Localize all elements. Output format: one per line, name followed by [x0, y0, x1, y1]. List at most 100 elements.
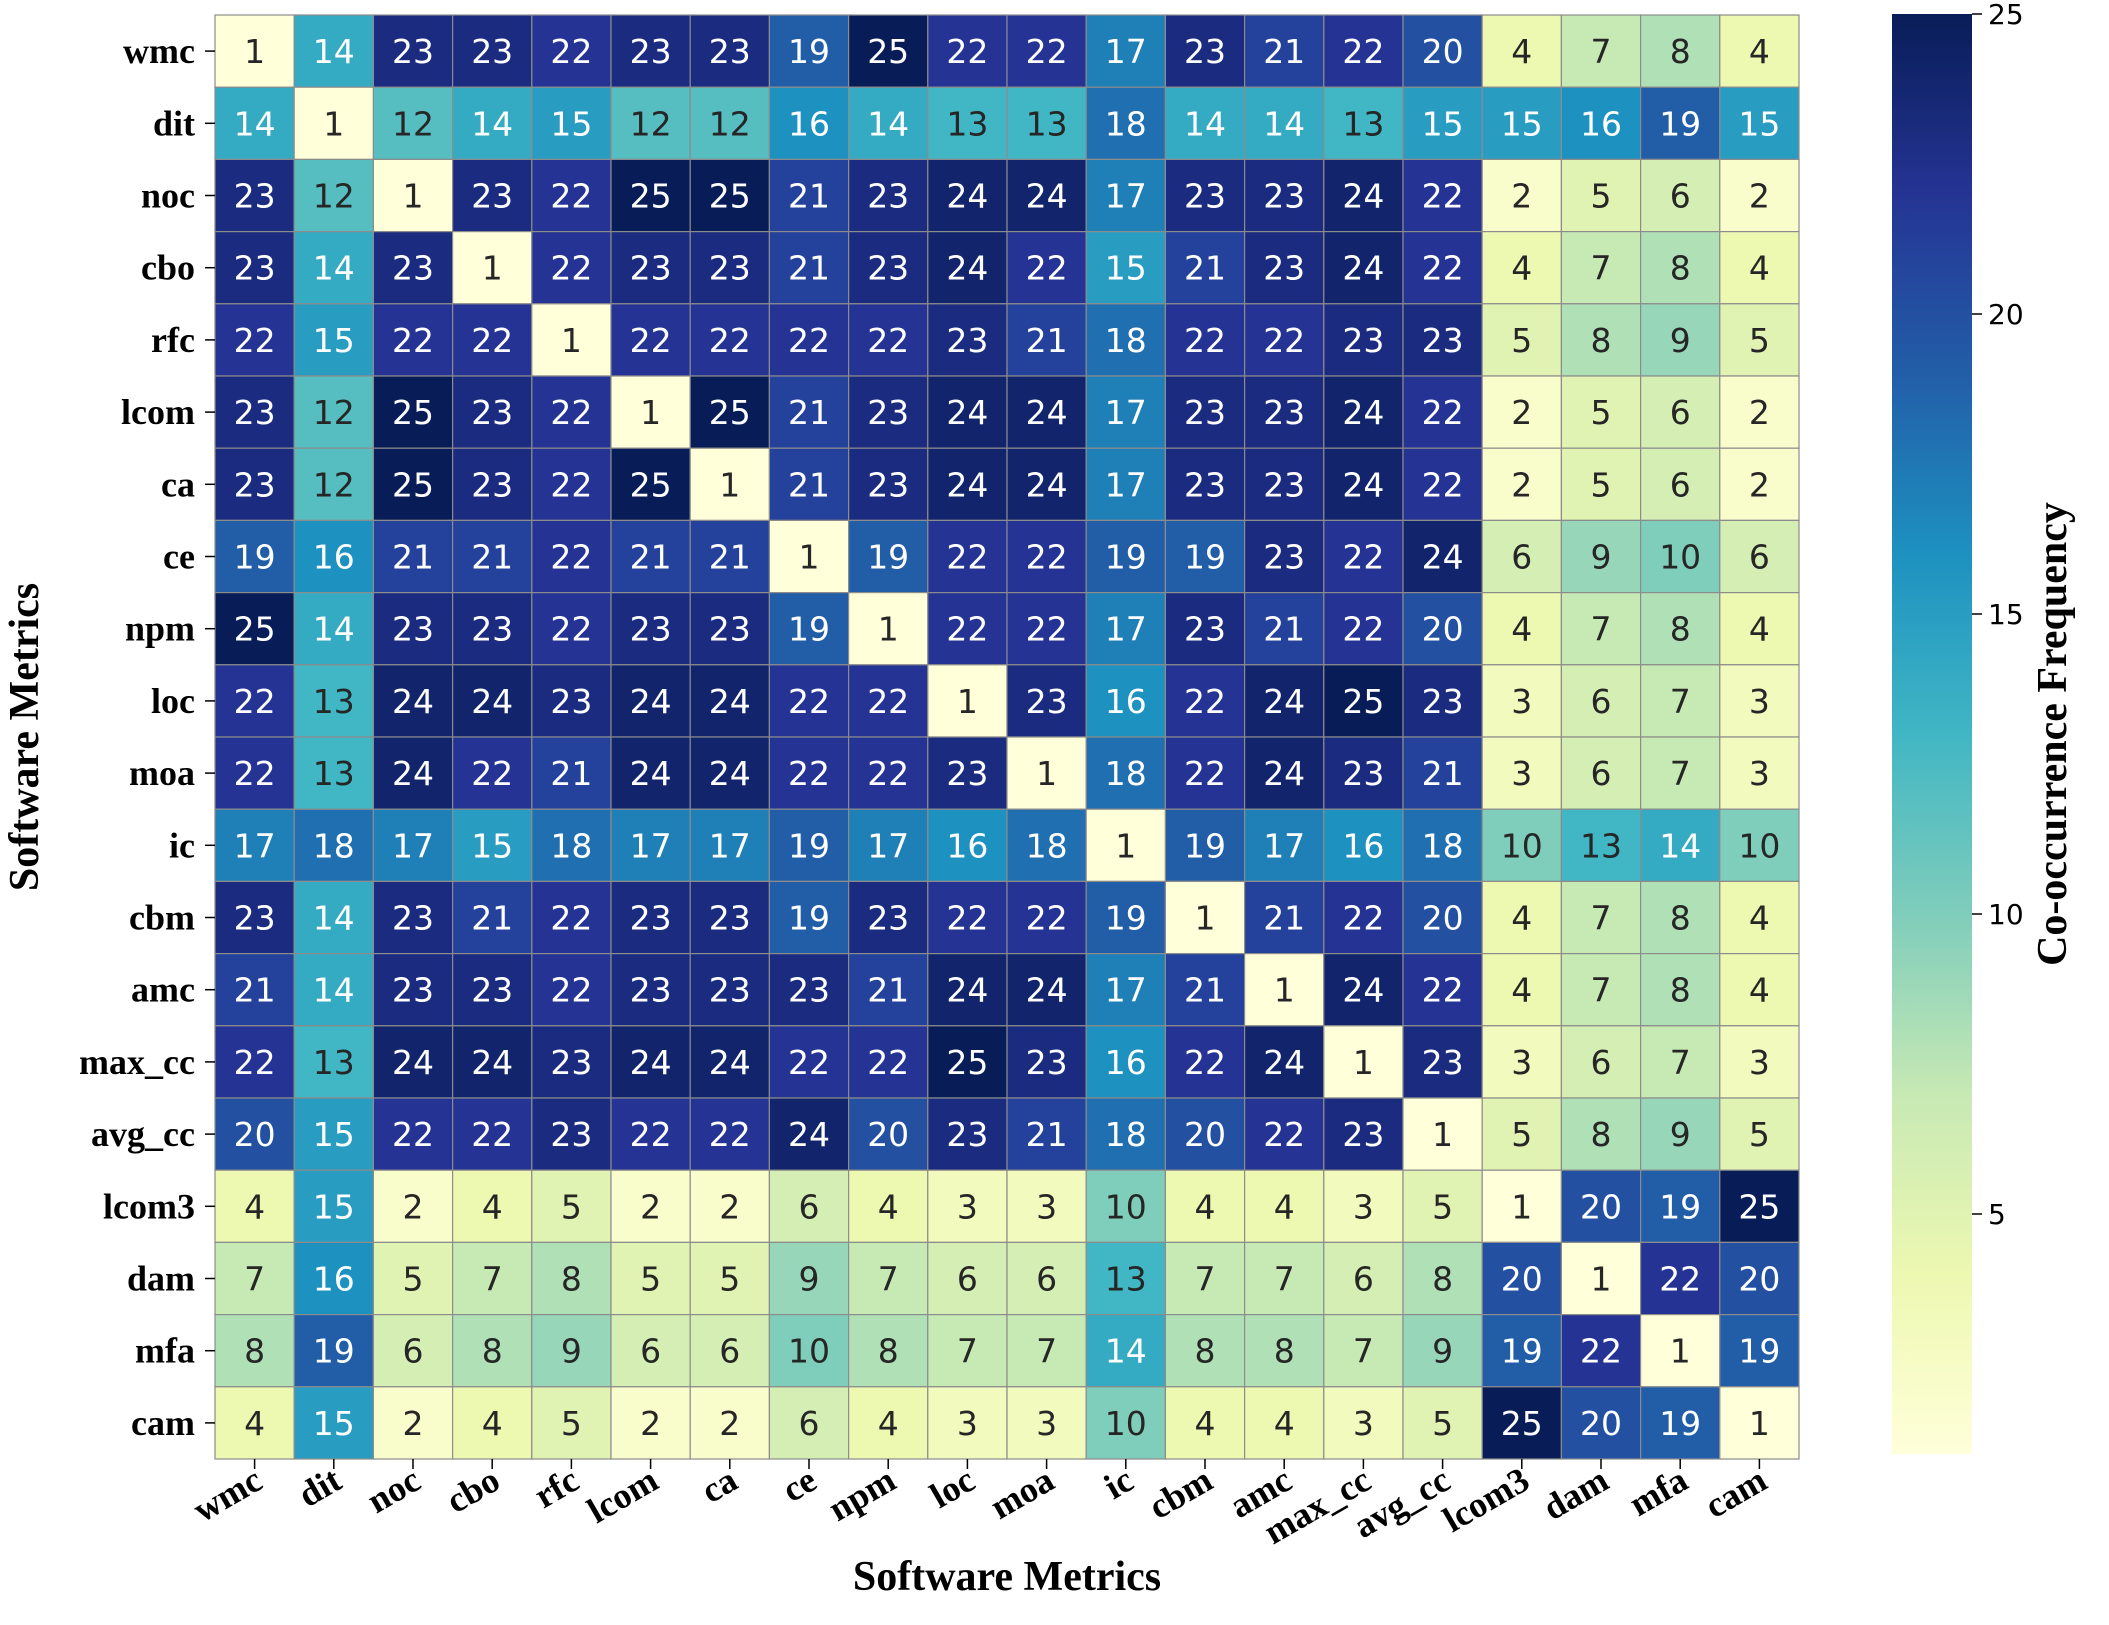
cell-value-label: 23: [1184, 610, 1226, 649]
heatmap-cell: [1560, 231, 1642, 305]
cell-value-label: 24: [709, 1043, 751, 1082]
y-tick-label: ca: [161, 464, 195, 504]
heatmap-cell: [372, 375, 454, 449]
heatmap-cell: [293, 736, 375, 810]
cell-value-label: 22: [1342, 610, 1384, 649]
cell-value-label: 3: [1749, 682, 1770, 721]
heatmap-cell: [1560, 14, 1642, 88]
heatmap-cell: [452, 231, 533, 305]
cell-value-label: 18: [1105, 104, 1147, 143]
cell-value-label: 24: [630, 1043, 672, 1082]
heatmap-cell: [1719, 1097, 1800, 1171]
cell-value-label: 22: [709, 321, 751, 360]
heatmap-cell: [531, 808, 612, 883]
heatmap-cell: [1402, 1097, 1483, 1171]
heatmap-cell: [1639, 303, 1721, 377]
cell-value-label: 24: [471, 1043, 513, 1082]
cell-value-label: 15: [1105, 249, 1147, 288]
cell-value-label: 4: [1749, 249, 1770, 288]
cell-value-label: 23: [1422, 682, 1464, 721]
cell-value-label: 4: [1195, 1187, 1216, 1226]
cell-value-label: 18: [1105, 754, 1147, 793]
y-tick-label: ic: [169, 825, 195, 865]
cell-value-label: 16: [313, 538, 355, 577]
cell-value-label: 15: [1501, 104, 1543, 143]
heatmap-cell: [768, 447, 850, 522]
cell-value-label: 23: [1263, 465, 1305, 504]
heatmap-cell: [927, 447, 1008, 522]
cell-value-label: 1: [878, 610, 899, 649]
x-tick-label: wmc: [186, 1459, 268, 1530]
heatmap-cell: [1719, 303, 1800, 377]
cell-value-label: 24: [1026, 465, 1068, 504]
cell-value-label: 22: [1422, 971, 1464, 1010]
cell-value-label: 24: [709, 682, 751, 721]
x-tick-label: lcom: [581, 1459, 665, 1531]
y-tick-label: moa: [129, 753, 195, 793]
colorbar-title: Co-occurrence Frequency: [2030, 502, 2076, 966]
cell-value-label: 24: [392, 754, 434, 793]
heatmap-cell: [214, 231, 295, 305]
cell-value-label: 1: [244, 32, 265, 71]
heatmap-cell: [1481, 231, 1562, 305]
heatmap-cell: [1402, 86, 1483, 160]
cell-value-label: 7: [1670, 682, 1691, 721]
cell-value-label: 7: [957, 1332, 978, 1371]
cell-value-label: 24: [1422, 538, 1464, 577]
cell-value-label: 23: [709, 971, 751, 1010]
cell-value-label: 24: [946, 465, 988, 504]
cell-value-label: 22: [1184, 321, 1226, 360]
cell-value-label: 8: [1670, 610, 1691, 649]
heatmap-cell: [452, 952, 533, 1027]
heatmap-cell: [531, 1241, 612, 1316]
heatmap-cell: [1085, 591, 1166, 666]
heatmap-cell: [927, 375, 1008, 449]
heatmap-cell: [1006, 880, 1087, 955]
cell-value-label: 4: [1511, 610, 1532, 649]
y-tick-label: rfc: [151, 320, 195, 360]
heatmap-cell: [531, 1313, 612, 1388]
x-tick-label: cbm: [1142, 1459, 1219, 1527]
cell-value-label: 7: [1195, 1260, 1216, 1299]
cell-value-label: 6: [719, 1332, 740, 1371]
heatmap-cell: [689, 519, 771, 594]
heatmap-cell: [1719, 736, 1800, 810]
heatmap-cell: [1481, 664, 1562, 738]
cell-value-label: 22: [1184, 1043, 1226, 1082]
heatmap-cell: [293, 375, 375, 449]
y-tick-label: max_cc: [79, 1042, 195, 1082]
heatmap-cell: [1323, 880, 1404, 955]
y-tick-label: amc: [131, 970, 195, 1010]
cell-value-label: 5: [1432, 1404, 1453, 1443]
heatmap-cell: [847, 303, 929, 377]
heatmap-cell: [1164, 591, 1246, 666]
cell-value-label: 4: [1274, 1187, 1295, 1226]
heatmap-cell: [1243, 1097, 1325, 1171]
cell-value-label: 23: [392, 32, 434, 71]
heatmap-cell: [927, 158, 1008, 233]
cell-value-label: 23: [946, 754, 988, 793]
heatmap-cell: [452, 303, 533, 377]
cell-value-label: 21: [788, 393, 830, 432]
heatmap-cell: [1481, 14, 1562, 88]
heatmap-cell: [1243, 1025, 1325, 1099]
heatmap-cell: [927, 1169, 1008, 1243]
cell-value-label: 25: [630, 465, 672, 504]
heatmap-cell: [1719, 1313, 1800, 1388]
heatmap-cell: [768, 1097, 850, 1171]
cell-value-label: 20: [1422, 610, 1464, 649]
cell-value-label: 4: [878, 1187, 899, 1226]
heatmap-cell: [610, 519, 691, 594]
y-tick-label: mfa: [135, 1331, 195, 1371]
cell-value-label: 4: [1511, 971, 1532, 1010]
colorbar-tick-label: 15: [1988, 598, 2024, 631]
heatmap-cell: [768, 1169, 850, 1243]
heatmap-cell: [1243, 231, 1325, 305]
cell-value-label: 22: [471, 754, 513, 793]
cell-value-label: 4: [1274, 1404, 1295, 1443]
cell-value-label: 19: [1184, 826, 1226, 865]
x-tick-label: dit: [291, 1459, 347, 1515]
cell-value-label: 8: [1670, 971, 1691, 1010]
x-tick-label: loc: [923, 1459, 981, 1516]
heatmap-cell: [1560, 591, 1642, 666]
